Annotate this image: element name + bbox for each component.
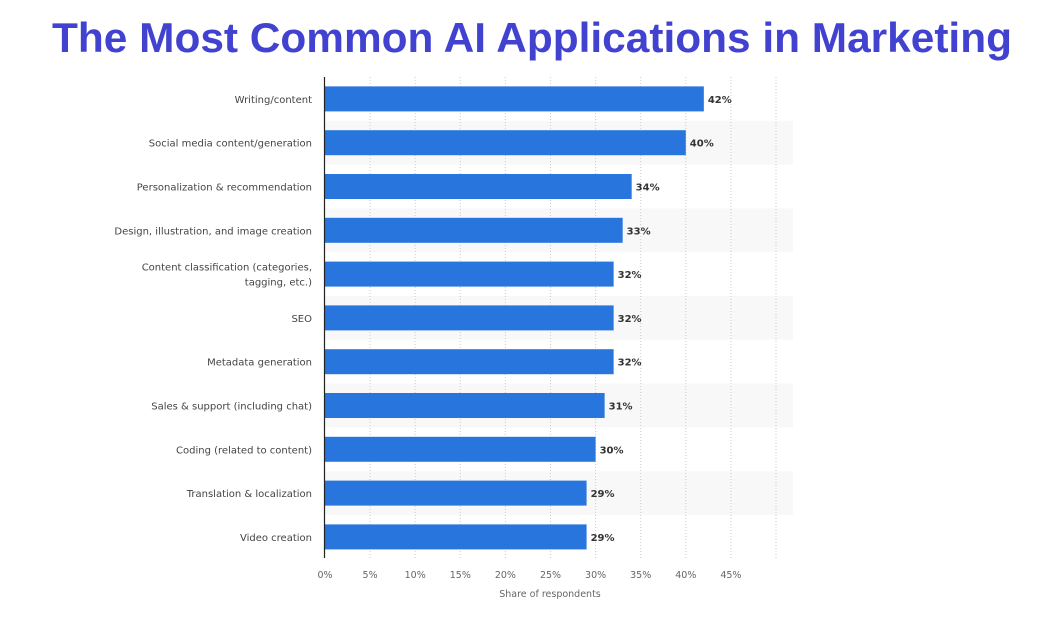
category-label: Metadata generation	[207, 358, 312, 369]
x-tick-label: 30%	[585, 570, 606, 581]
data-label: 29%	[591, 489, 615, 500]
category-label: Writing/content	[235, 95, 312, 106]
bar[interactable]	[325, 86, 704, 112]
data-label: 34%	[636, 183, 660, 194]
category-label: Translation & localization	[186, 489, 312, 500]
x-tick-label: 10%	[405, 570, 426, 581]
data-label: 29%	[591, 533, 615, 544]
bar[interactable]	[325, 305, 614, 331]
x-tick-label: 5%	[363, 570, 378, 581]
data-label: 32%	[618, 358, 642, 369]
x-tick-label: 45%	[720, 570, 741, 581]
data-label: 31%	[609, 402, 633, 413]
bar[interactable]	[325, 217, 623, 243]
bar[interactable]	[325, 436, 596, 462]
category-label: Coding (related to content)	[176, 445, 312, 456]
x-tick-label: 20%	[495, 570, 516, 581]
x-tick-label: 35%	[630, 570, 651, 581]
bar[interactable]	[325, 174, 632, 199]
category-label: tagging, etc.)	[245, 278, 312, 289]
bar[interactable]	[325, 524, 587, 550]
data-label: 30%	[600, 445, 624, 456]
category-label: Design, illustration, and image creation	[114, 226, 312, 237]
bar[interactable]	[325, 349, 614, 375]
data-label: 33%	[627, 226, 651, 237]
data-label: 32%	[618, 270, 642, 281]
x-tick-label: 25%	[540, 570, 561, 581]
category-label: Social media content/generation	[149, 139, 312, 150]
data-label: 40%	[690, 139, 714, 150]
chart-title: The Most Common AI Applications in Marke…	[52, 14, 1012, 61]
category-label: Sales & support (including chat)	[151, 402, 312, 413]
category-label: Video creation	[240, 533, 312, 544]
bar[interactable]	[325, 261, 614, 287]
bar[interactable]	[325, 480, 587, 506]
category-label: Content classification (categories,	[142, 263, 312, 274]
bar[interactable]	[325, 393, 605, 418]
x-tick-label: 15%	[450, 570, 471, 581]
data-label: 42%	[708, 95, 732, 106]
x-axis-label: Share of respondents	[499, 589, 601, 600]
x-tick-label: 40%	[675, 570, 696, 581]
data-label: 32%	[618, 314, 642, 325]
category-label: Personalization & recommendation	[137, 183, 312, 194]
x-tick-label: 0%	[317, 570, 332, 581]
category-label: SEO	[291, 314, 312, 325]
bar[interactable]	[325, 130, 686, 156]
